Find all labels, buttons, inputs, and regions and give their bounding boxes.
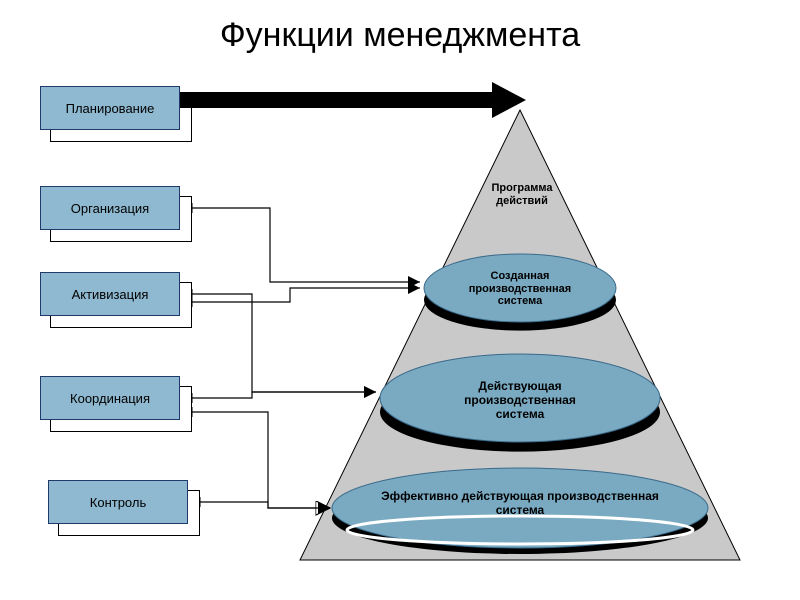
connector-0 <box>192 208 420 282</box>
pyramid-level-label-program: Программадействий <box>462 182 582 207</box>
function-box-2: Активизация <box>40 272 180 316</box>
function-box-label: Планирование <box>66 101 155 116</box>
connector-2 <box>192 392 376 398</box>
pyramid-level-label-acting: Действующаяпроизводственнаясистема <box>387 380 653 421</box>
connector-3 <box>200 502 330 508</box>
function-box-3: Координация <box>40 376 180 420</box>
function-box-4: Контроль <box>48 480 188 524</box>
connector-1 <box>192 294 376 392</box>
function-box-label: Активизация <box>72 287 149 302</box>
pyramid-level-label-created: Созданнаяпроизводственнаясистема <box>429 270 611 308</box>
function-box-label: Организация <box>71 201 149 216</box>
connector-4 <box>192 288 420 302</box>
big-arrow-shaft <box>180 92 492 108</box>
connector-5 <box>192 412 330 508</box>
function-box-label: Координация <box>70 391 150 406</box>
function-box-1: Организация <box>40 186 180 230</box>
function-box-label: Контроль <box>90 495 146 510</box>
diagram-canvas: { "title": "Функции менеджмента", "color… <box>0 0 800 600</box>
pyramid-level-label-effective: Эффективно действующая производственнаяс… <box>341 490 698 518</box>
function-box-0: Планирование <box>40 86 180 130</box>
